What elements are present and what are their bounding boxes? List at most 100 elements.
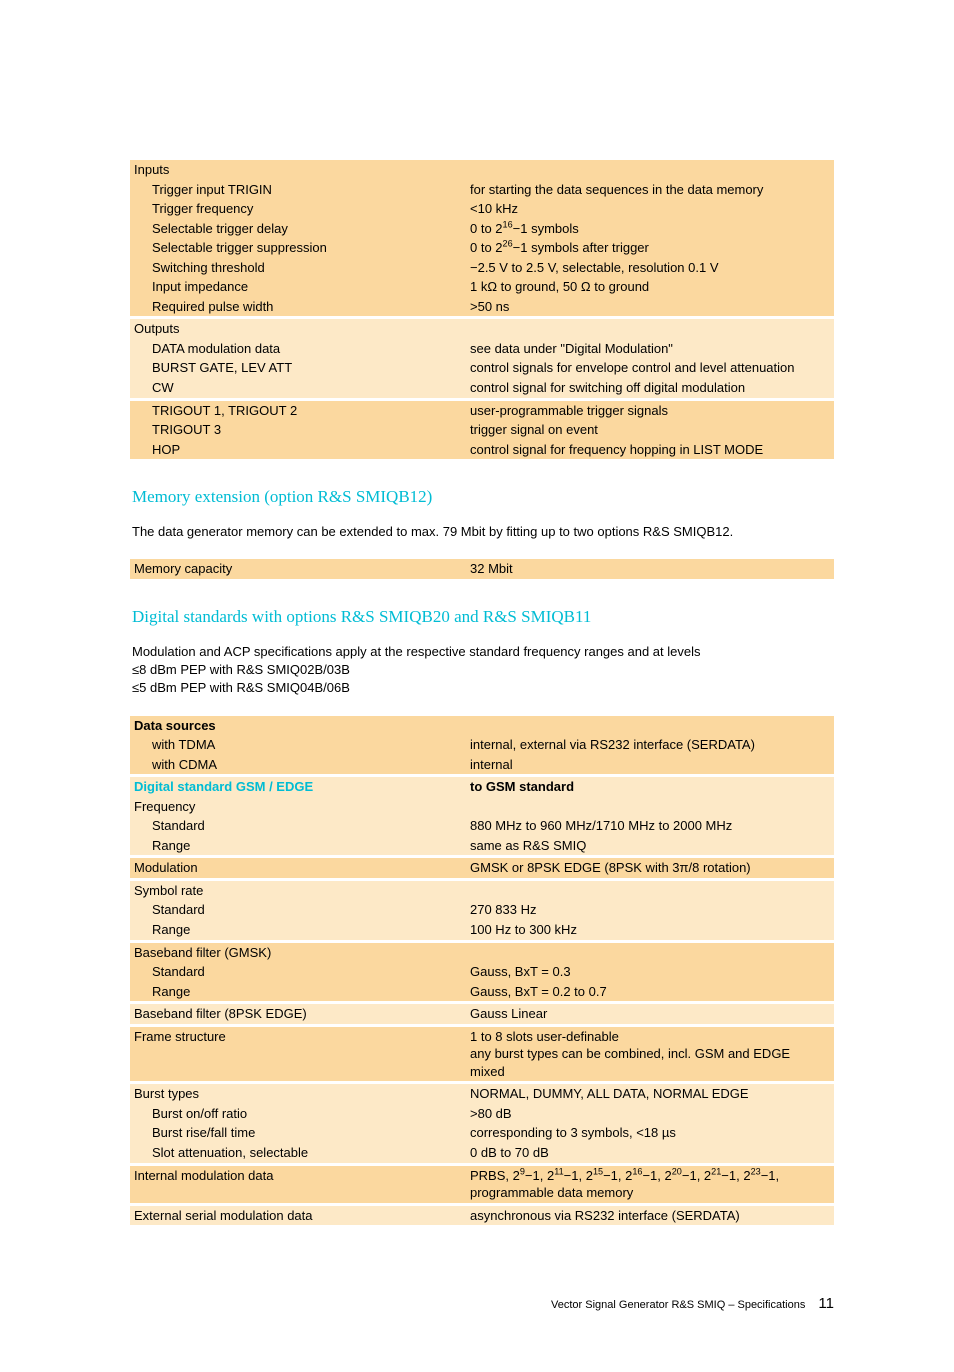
spec-row: Input impedance1 kΩ to ground, 50 Ω to g… <box>130 277 834 297</box>
baseband-8psk-row: Baseband filter (8PSK EDGE) Gauss Linear <box>130 1004 834 1024</box>
spec-label: Standard <box>134 901 470 919</box>
spec-label: TRIGOUT 3 <box>134 421 470 439</box>
frame-structure-value: 1 to 8 slots user-definable any burst ty… <box>470 1028 828 1081</box>
spec-row: Rangesame as R&S SMIQ <box>130 836 834 856</box>
spec-row: Burst on/off ratio>80 dB <box>130 1104 834 1124</box>
spec-row: DATA modulation datasee data under "Digi… <box>130 339 834 359</box>
para-digital-line1: Modulation and ACP specifications apply … <box>132 644 701 659</box>
symbol-rate-header: Symbol rate <box>134 882 470 900</box>
spec-value: 0 to 226−1 symbols after trigger <box>470 239 828 257</box>
spec-value: internal, external via RS232 interface (… <box>470 736 828 754</box>
spec-value: 0 dB to 70 dB <box>470 1144 828 1162</box>
spec-label: Slot attenuation, selectable <box>134 1144 470 1162</box>
internal-mod-label: Internal modulation data <box>134 1167 470 1202</box>
spec-row: Standard270 833 Hz <box>130 900 834 920</box>
spec-label: Switching threshold <box>134 259 470 277</box>
modulation-block: Modulation GMSK or 8PSK EDGE (8PSK with … <box>130 858 834 878</box>
symbol-rate-block: Symbol rate Standard270 833 HzRange100 H… <box>130 881 834 940</box>
spec-label: BURST GATE, LEV ATT <box>134 359 470 377</box>
spec-label: with TDMA <box>134 736 470 754</box>
spec-label: Selectable trigger delay <box>134 220 470 238</box>
baseband-8psk-block: Baseband filter (8PSK EDGE) Gauss Linear <box>130 1004 834 1024</box>
spec-label: Burst on/off ratio <box>134 1105 470 1123</box>
memory-row: Memory capacity 32 Mbit <box>130 559 834 579</box>
spec-row: Trigger input TRIGINfor starting the dat… <box>130 180 834 200</box>
spec-row: Switching threshold−2.5 V to 2.5 V, sele… <box>130 258 834 278</box>
frame-structure-label: Frame structure <box>134 1028 470 1081</box>
spec-label: Trigger frequency <box>134 200 470 218</box>
spec-row: Selectable trigger suppression0 to 226−1… <box>130 238 834 258</box>
spec-row: Required pulse width>50 ns <box>130 297 834 317</box>
spec-value: internal <box>470 756 828 774</box>
baseband-gmsk-header-row: Baseband filter (GMSK) <box>130 943 834 963</box>
spec-row: Burst rise/fall timecorresponding to 3 s… <box>130 1123 834 1143</box>
spec-row: with TDMAinternal, external via RS232 in… <box>130 735 834 755</box>
spec-row: CWcontrol signal for switching off digit… <box>130 378 834 398</box>
spec-value: 1 kΩ to ground, 50 Ω to ground <box>470 278 828 296</box>
outputs-group1: Outputs DATA modulation datasee data und… <box>130 319 834 397</box>
spec-label: CW <box>134 379 470 397</box>
spec-value: control signal for frequency hopping in … <box>470 441 828 459</box>
page-number: 11 <box>818 1295 834 1312</box>
spec-value: Gauss, BxT = 0.3 <box>470 963 828 981</box>
spec-row: Selectable trigger delay0 to 216−1 symbo… <box>130 219 834 239</box>
spec-value: 270 833 Hz <box>470 901 828 919</box>
spec-label: HOP <box>134 441 470 459</box>
inputs-header: Inputs <box>134 161 470 179</box>
spec-row: Trigger frequency<10 kHz <box>130 199 834 219</box>
gsm-header-left: Digital standard GSM / EDGE <box>134 778 470 796</box>
outputs-header-row: Outputs <box>130 319 834 339</box>
spec-value: see data under "Digital Modulation" <box>470 340 828 358</box>
spec-row: RangeGauss, BxT = 0.2 to 0.7 <box>130 982 834 1002</box>
spec-row: TRIGOUT 3trigger signal on event <box>130 420 834 440</box>
memory-value: 32 Mbit <box>470 560 828 578</box>
frame-structure-block: Frame structure 1 to 8 slots user-defina… <box>130 1027 834 1082</box>
para-digital: Modulation and ACP specifications apply … <box>132 643 834 698</box>
external-mod-label: External serial modulation data <box>134 1207 470 1225</box>
page: Inputs Trigger input TRIGINfor starting … <box>0 0 954 1372</box>
spec-value: user-programmable trigger signals <box>470 402 828 420</box>
spec-row: with CDMAinternal <box>130 755 834 775</box>
spec-value: >80 dB <box>470 1105 828 1123</box>
data-sources-header-row: Data sources <box>130 716 834 736</box>
inputs-block: Inputs Trigger input TRIGINfor starting … <box>130 160 834 316</box>
spec-label: Standard <box>134 817 470 835</box>
modulation-row: Modulation GMSK or 8PSK EDGE (8PSK with … <box>130 858 834 878</box>
spec-value: NORMAL, DUMMY, ALL DATA, NORMAL EDGE <box>470 1085 828 1103</box>
spec-value: −2.5 V to 2.5 V, selectable, resolution … <box>470 259 828 277</box>
modulation-value: GMSK or 8PSK EDGE (8PSK with 3π/8 rotati… <box>470 859 828 877</box>
spec-label: Required pulse width <box>134 298 470 316</box>
spec-value: corresponding to 3 symbols, <18 µs <box>470 1124 828 1142</box>
heading-digital-standards: Digital standards with options R&S SMIQB… <box>132 607 834 627</box>
gsm-edge-block: Digital standard GSM / EDGE to GSM stand… <box>130 777 834 855</box>
spec-label: Burst rise/fall time <box>134 1124 470 1142</box>
gsm-header-row: Digital standard GSM / EDGE to GSM stand… <box>130 777 834 797</box>
spec-row: TRIGOUT 1, TRIGOUT 2user-programmable tr… <box>130 401 834 421</box>
spec-value: control signal for switching off digital… <box>470 379 828 397</box>
external-mod-block: External serial modulation data asynchro… <box>130 1206 834 1226</box>
heading-memory-extension: Memory extension (option R&S SMIQB12) <box>132 487 834 507</box>
page-footer: Vector Signal Generator R&S SMIQ – Speci… <box>130 1295 834 1312</box>
spec-value: <10 kHz <box>470 200 828 218</box>
spec-label: Range <box>134 921 470 939</box>
spec-value: >50 ns <box>470 298 828 316</box>
external-mod-value: asynchronous via RS232 interface (SERDAT… <box>470 1207 828 1225</box>
data-sources-block: Data sources with TDMAinternal, external… <box>130 716 834 775</box>
spec-label: Range <box>134 837 470 855</box>
modulation-label: Modulation <box>134 859 470 877</box>
spec-value: for starting the data sequences in the d… <box>470 181 828 199</box>
burst-block: Burst typesNORMAL, DUMMY, ALL DATA, NORM… <box>130 1084 834 1162</box>
inputs-header-row: Inputs <box>130 160 834 180</box>
memory-block: Memory capacity 32 Mbit <box>130 559 834 579</box>
spec-value: 880 MHz to 960 MHz/1710 MHz to 2000 MHz <box>470 817 828 835</box>
spec-label: Input impedance <box>134 278 470 296</box>
internal-mod-block: Internal modulation data PRBS, 29−1, 211… <box>130 1166 834 1203</box>
spec-row: Slot attenuation, selectable0 dB to 70 d… <box>130 1143 834 1163</box>
spec-label: Burst types <box>134 1085 470 1103</box>
spec-value: Gauss, BxT = 0.2 to 0.7 <box>470 983 828 1001</box>
para-digital-line3: ≤5 dBm PEP with R&S SMIQ04B/06B <box>132 680 350 695</box>
spec-value: same as R&S SMIQ <box>470 837 828 855</box>
internal-mod-value: PRBS, 29−1, 211−1, 215−1, 216−1, 220−1, … <box>470 1167 828 1202</box>
para-digital-line2: ≤8 dBm PEP with R&S SMIQ02B/03B <box>132 662 350 677</box>
spec-row: Burst typesNORMAL, DUMMY, ALL DATA, NORM… <box>130 1084 834 1104</box>
